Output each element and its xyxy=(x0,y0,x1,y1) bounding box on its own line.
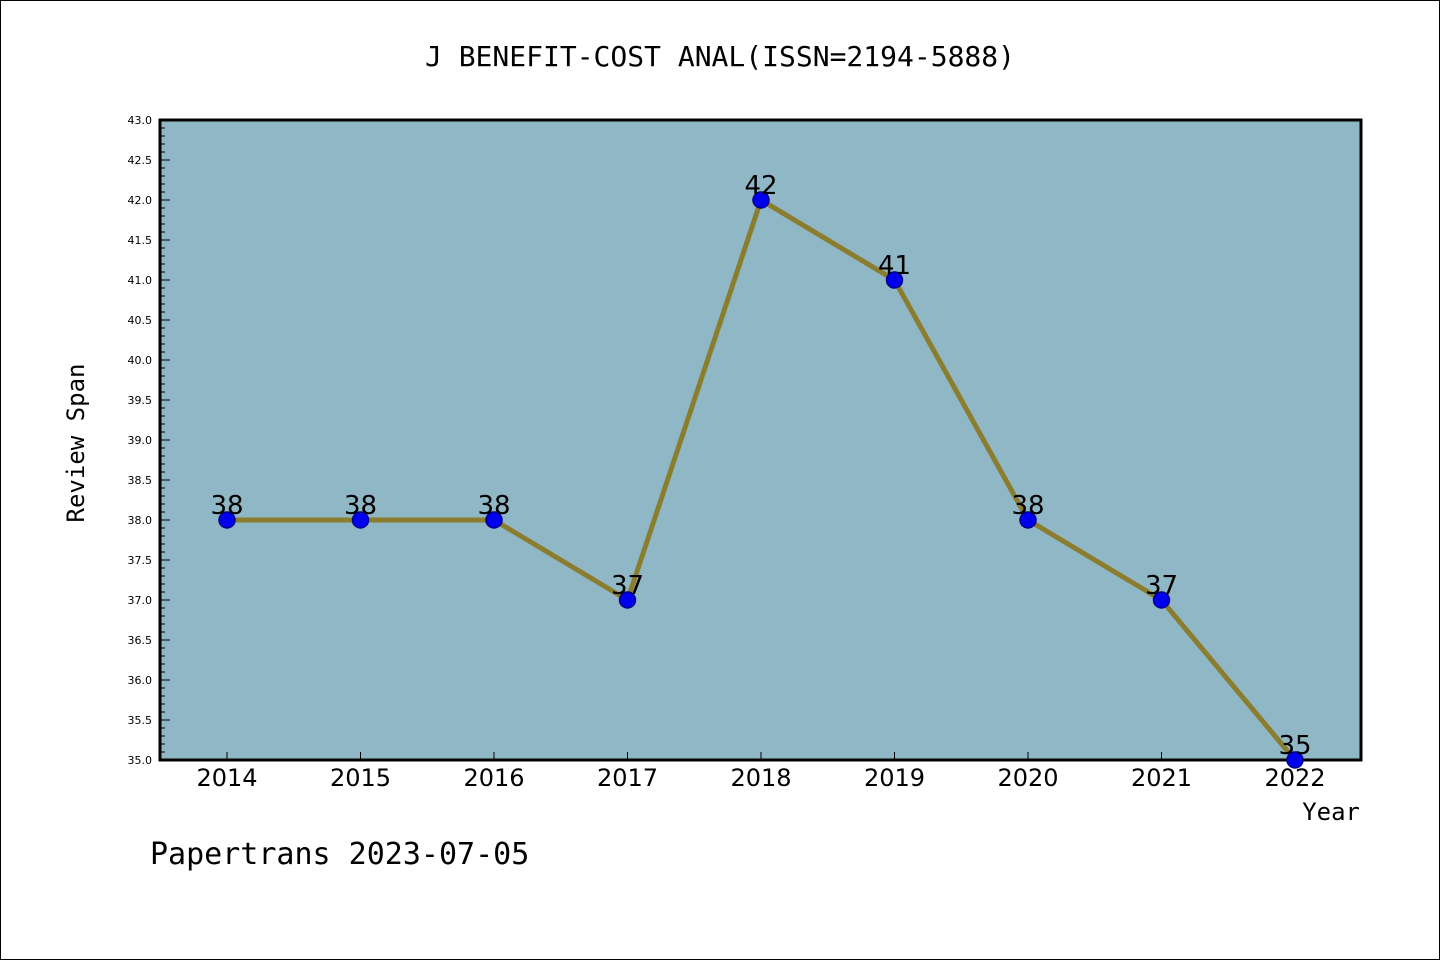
data-point xyxy=(1152,591,1171,609)
footer-text: Papertrans 2023-07-05 xyxy=(150,837,529,872)
x-tick-label: 2021 xyxy=(1131,764,1192,792)
y-tick-label: 40.5 xyxy=(128,314,153,327)
y-tick-label: 42.5 xyxy=(128,154,153,167)
x-tick-label: 2017 xyxy=(597,764,658,792)
data-label: 42 xyxy=(744,171,777,201)
y-tick-label: 40.0 xyxy=(128,354,153,367)
y-tick-label: 41.0 xyxy=(128,274,153,287)
data-label: 41 xyxy=(878,251,911,281)
y-tick-label: 37.5 xyxy=(128,554,153,567)
plot-area xyxy=(158,118,1363,762)
data-point xyxy=(1019,511,1037,529)
y-axis-label: Review Span xyxy=(62,364,90,523)
data-label: 38 xyxy=(477,491,510,521)
x-tick-label: 2018 xyxy=(730,764,791,792)
y-tick-label: 39.5 xyxy=(128,394,153,407)
data-point xyxy=(885,271,904,289)
data-label: 37 xyxy=(611,571,644,601)
y-tick-label: 35.0 xyxy=(128,754,153,767)
data-point xyxy=(752,191,770,209)
y-tick-label: 36.5 xyxy=(128,634,153,647)
marker-layer xyxy=(218,191,1304,769)
data-point xyxy=(485,511,503,529)
data-label: 38 xyxy=(1011,491,1044,521)
x-tick-label: 2014 xyxy=(196,764,257,792)
y-tick-label: 36.0 xyxy=(128,674,153,687)
x-tick-label: 2020 xyxy=(997,764,1058,792)
y-tick-label: 38.0 xyxy=(128,514,153,527)
x-axis-label: Year xyxy=(1302,798,1360,826)
y-tick-label: 41.5 xyxy=(128,234,153,247)
data-point xyxy=(618,591,637,609)
y-axis: 35.0 35.5 36.0 36.5 37.0 37.5 38.0 38.5 39.0 39.5… xyxy=(128,114,170,767)
y-tick-label: 39.0 xyxy=(128,434,153,447)
data-label: 35 xyxy=(1278,731,1311,761)
data-label: 38 xyxy=(210,491,243,521)
data-label: 38 xyxy=(344,491,377,521)
x-tick-label: 2016 xyxy=(463,764,524,792)
x-axis: 2014 2015 2016 2017 2018 2019 2020 2021 2022 xyxy=(196,752,1326,792)
y-tick-label: 37.0 xyxy=(128,594,153,607)
chart-title: J BENEFIT-COST ANAL(ISSN=2194-5888) xyxy=(425,40,1015,73)
y-tick-label: 43.0 xyxy=(128,114,153,127)
x-tick-label: 2015 xyxy=(330,764,391,792)
data-label: 37 xyxy=(1145,571,1178,601)
y-tick-label: 38.5 xyxy=(128,474,153,487)
y-tick-label: 35.5 xyxy=(128,714,153,727)
data-label-layer: 38 38 38 37 42 41 38 37 35 xyxy=(210,171,1311,761)
data-point xyxy=(218,511,236,529)
x-tick-label: 2019 xyxy=(864,764,925,792)
data-point xyxy=(1286,751,1304,769)
y-tick-label: 42.0 xyxy=(128,194,153,207)
data-point xyxy=(351,511,370,529)
